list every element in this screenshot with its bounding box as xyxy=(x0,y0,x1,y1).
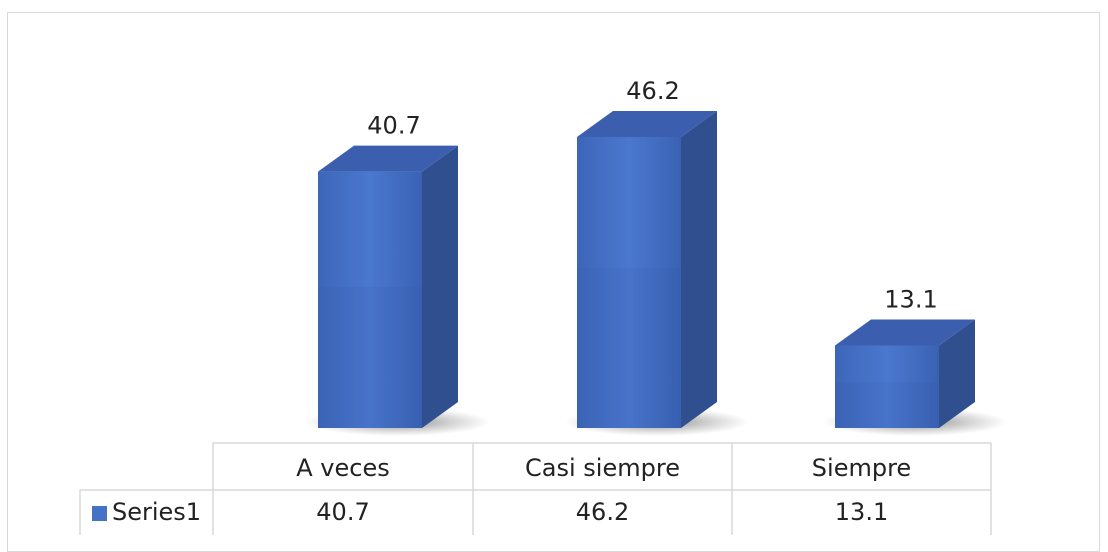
bar xyxy=(318,171,422,428)
table-header-cell: Siempre xyxy=(812,454,911,482)
bar-shade xyxy=(318,286,422,428)
data-table: A veces Casi siempre Siempre Series1 40.7 46.… xyxy=(79,442,992,535)
data-labels-layer: 40.7 46.2 13.1 xyxy=(367,77,937,314)
data-label: 46.2 xyxy=(626,77,679,105)
chart-svg: 40.7 46.2 13.1 A veces Casi siempre Siempre S… xyxy=(79,77,1007,535)
table-value-cell: 46.2 xyxy=(576,498,629,526)
bar-side xyxy=(681,110,717,428)
bar-side xyxy=(422,145,458,428)
data-label: 40.7 xyxy=(367,112,420,140)
table-row-header: Series1 xyxy=(112,498,201,526)
bars-layer xyxy=(306,110,1007,436)
table-header-cell: A veces xyxy=(296,454,389,482)
table-value-cell: 13.1 xyxy=(835,498,888,526)
bar-top xyxy=(318,145,458,172)
bar xyxy=(835,345,939,428)
legend-key xyxy=(92,506,107,521)
bar-shade xyxy=(577,267,681,428)
data-label: 13.1 xyxy=(884,285,937,313)
bar-shade xyxy=(835,382,939,428)
table-header-cell: Casi siempre xyxy=(525,454,680,482)
bar xyxy=(577,136,681,428)
bar-side xyxy=(939,319,975,428)
bar-top xyxy=(835,319,975,346)
table-value-cell: 40.7 xyxy=(316,498,369,526)
bar-top xyxy=(577,110,717,137)
